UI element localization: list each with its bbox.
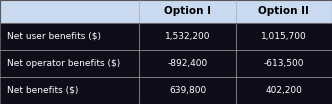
Bar	[236, 50, 332, 77]
Bar	[0, 50, 139, 77]
Bar	[139, 77, 236, 104]
Bar	[236, 77, 332, 104]
Bar	[139, 50, 236, 77]
Text: 1,015,700: 1,015,700	[261, 32, 307, 41]
Text: Option I: Option I	[164, 6, 211, 16]
Text: Net user benefits ($): Net user benefits ($)	[7, 32, 101, 41]
Bar	[236, 23, 332, 50]
Text: -892,400: -892,400	[167, 59, 208, 68]
Text: -613,500: -613,500	[264, 59, 304, 68]
Text: 1,532,200: 1,532,200	[165, 32, 210, 41]
Text: Net operator benefits ($): Net operator benefits ($)	[7, 59, 120, 68]
Text: Net benefits ($): Net benefits ($)	[7, 86, 78, 95]
Bar	[0, 23, 139, 50]
Bar	[0, 0, 139, 23]
Text: Option II: Option II	[258, 6, 309, 16]
Bar	[0, 77, 139, 104]
Bar	[236, 0, 332, 23]
Bar	[139, 0, 236, 23]
Text: 639,800: 639,800	[169, 86, 206, 95]
Text: 402,200: 402,200	[265, 86, 302, 95]
Bar	[139, 23, 236, 50]
